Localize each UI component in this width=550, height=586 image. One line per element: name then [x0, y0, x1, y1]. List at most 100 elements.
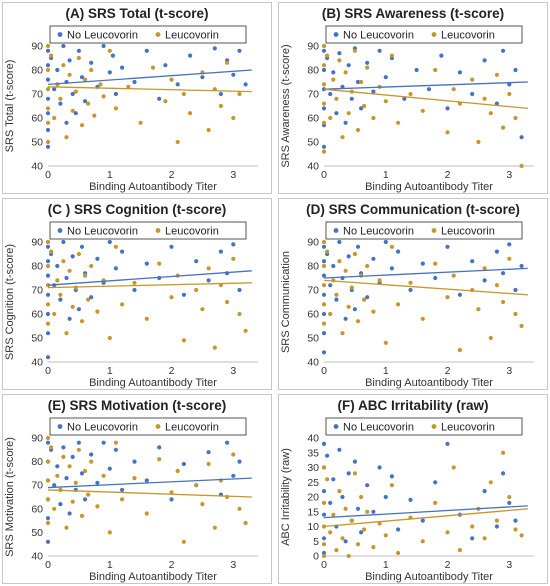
point-no-leucovorin	[157, 96, 162, 101]
point-leucovorin	[49, 53, 54, 58]
point-no-leucovorin	[513, 287, 518, 293]
point-leucovorin	[383, 533, 388, 538]
point-leucovorin	[325, 249, 330, 254]
point-leucovorin	[325, 53, 330, 58]
point-leucovorin	[52, 115, 57, 121]
point-leucovorin	[126, 84, 131, 89]
point-no-leucovorin	[482, 489, 487, 494]
point-leucovorin	[377, 278, 382, 283]
point-leucovorin	[321, 120, 327, 125]
point-leucovorin	[383, 340, 388, 345]
point-no-leucovorin	[321, 292, 327, 297]
point-leucovorin	[225, 299, 230, 305]
point-no-leucovorin	[45, 440, 51, 445]
point-leucovorin	[377, 521, 382, 526]
point-leucovorin	[55, 278, 60, 283]
trendline-no-leucovorin	[47, 69, 252, 86]
trendline-leucovorin	[323, 279, 528, 296]
point-leucovorin	[362, 297, 367, 302]
trendline-leucovorin	[47, 86, 252, 93]
point-no-leucovorin	[321, 311, 327, 317]
point-leucovorin	[169, 490, 174, 495]
point-leucovorin	[225, 60, 230, 65]
point-no-leucovorin	[331, 263, 336, 269]
point-no-leucovorin	[157, 445, 162, 450]
x-tick-label: 1	[383, 365, 389, 377]
point-no-leucovorin	[355, 244, 361, 249]
point-leucovorin	[61, 259, 66, 264]
y-tick-label: 90	[31, 237, 43, 249]
point-no-leucovorin	[321, 512, 327, 517]
y-tick-label: 0	[313, 551, 319, 563]
trendline-leucovorin	[47, 489, 252, 498]
point-no-leucovorin	[439, 53, 444, 58]
point-no-leucovorin	[321, 67, 327, 73]
point-leucovorin	[321, 500, 327, 505]
y-tick-label: 50	[31, 137, 43, 149]
point-no-leucovorin	[45, 127, 51, 133]
x-tick-label: 0	[45, 365, 51, 377]
point-no-leucovorin	[402, 96, 407, 101]
point-leucovorin	[83, 77, 88, 82]
point-leucovorin	[92, 113, 97, 118]
point-leucovorin	[321, 302, 327, 307]
legend: No Leucovorin Leucovorin	[325, 417, 523, 436]
point-leucovorin	[175, 139, 180, 145]
point-no-leucovorin	[218, 249, 223, 254]
legend-marker-no-leucovorin	[333, 424, 339, 429]
point-leucovorin	[45, 478, 51, 483]
point-leucovorin	[346, 304, 351, 309]
point-no-leucovorin	[113, 266, 118, 271]
point-leucovorin	[64, 525, 69, 530]
point-leucovorin	[83, 468, 88, 474]
chart-panel: (F) ABC Irritability (raw)05101520253035…	[278, 394, 548, 584]
point-leucovorin	[67, 72, 72, 77]
point-no-leucovorin	[321, 259, 327, 264]
point-no-leucovorin	[61, 445, 66, 450]
point-no-leucovorin	[383, 239, 388, 245]
point-no-leucovorin	[144, 261, 149, 266]
x-tick-label: 3	[506, 365, 512, 377]
point-leucovorin	[476, 307, 481, 312]
point-no-leucovorin	[433, 480, 438, 485]
point-leucovorin	[231, 256, 236, 261]
point-no-leucovorin	[194, 259, 199, 264]
chart-title: (D) SRS Communication (t-score)	[306, 202, 520, 217]
point-leucovorin	[396, 550, 401, 556]
x-tick-label: 0	[321, 169, 327, 181]
y-tick-label: 90	[307, 237, 319, 249]
point-leucovorin	[45, 43, 51, 49]
point-no-leucovorin	[389, 266, 394, 271]
y-tick-label: 5	[313, 536, 319, 548]
point-leucovorin	[352, 48, 357, 53]
point-no-leucovorin	[337, 447, 342, 452]
point-leucovorin	[49, 445, 54, 450]
point-leucovorin	[76, 447, 81, 452]
point-leucovorin	[52, 311, 57, 317]
point-no-leucovorin	[334, 297, 339, 302]
point-leucovorin	[79, 123, 85, 128]
legend-marker-leucovorin	[155, 32, 161, 37]
point-leucovorin	[237, 91, 242, 97]
point-no-leucovorin	[58, 502, 63, 507]
chart-panel: (E) SRS Motivation (t-score) 40 50 60 70 80 90…	[2, 394, 272, 584]
point-leucovorin	[120, 497, 125, 502]
point-leucovorin	[67, 268, 72, 273]
point-leucovorin	[362, 527, 367, 532]
point-leucovorin	[519, 163, 524, 169]
point-no-leucovorin	[445, 106, 450, 111]
y-axis-label: ABC Irritability (raw)	[280, 448, 292, 546]
point-no-leucovorin	[343, 120, 348, 125]
point-leucovorin	[321, 465, 327, 470]
point-no-leucovorin	[67, 511, 72, 516]
point-leucovorin	[157, 457, 162, 462]
y-tick-label: 10	[307, 521, 319, 533]
point-leucovorin	[58, 292, 63, 297]
point-no-leucovorin	[445, 441, 450, 446]
point-leucovorin	[494, 72, 499, 77]
point-no-leucovorin	[331, 477, 336, 482]
point-no-leucovorin	[334, 111, 339, 116]
point-leucovorin	[482, 266, 487, 271]
point-leucovorin	[89, 67, 94, 73]
point-leucovorin	[86, 492, 91, 497]
